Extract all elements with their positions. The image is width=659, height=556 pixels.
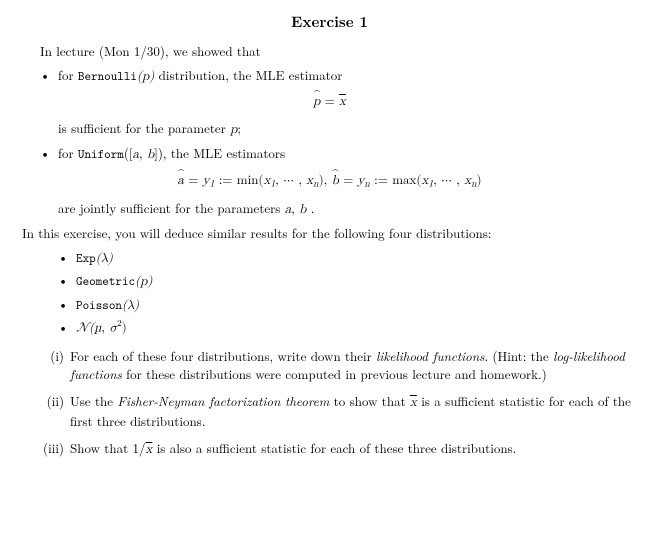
r1-a: For each of these four distributions, wr… [70, 346, 376, 365]
sub1-pre: is sufficient for the parameter [58, 118, 230, 137]
sub2-pre: are jointly sufficient for the parameter… [58, 198, 285, 217]
d2-tt: Geometric [76, 272, 135, 289]
dist-2-text: Geometric(p) [76, 271, 637, 291]
roman-2-num: (ii) [40, 392, 70, 429]
roman-list: (i) For each of these four distributions… [40, 347, 637, 459]
b2-comma: , [139, 143, 147, 162]
dist-4-text: 𝒩(µ, σ2) [76, 318, 637, 337]
eq2-b: b [332, 174, 339, 187]
dist-1-text: Exp(λ) [76, 248, 637, 268]
bullet-dot-icon: • [58, 248, 76, 268]
eq2-min: := min( [214, 174, 263, 187]
roman-1-body: For each of these four distributions, wr… [70, 347, 637, 382]
r2-em: Fisher-Neyman factorization theorem [117, 391, 329, 410]
bullet-1-text: for Bernoulli(p) distribution, the MLE e… [58, 66, 637, 86]
eq2-max: := max( [370, 174, 422, 187]
sub2-comma: , [291, 198, 299, 217]
eq1-eq: = [320, 95, 339, 108]
roman-3-num: (iii) [40, 439, 70, 459]
r3-a: Show that 1/ [70, 438, 145, 457]
r1-c: for these distributions were computed in… [122, 364, 547, 383]
bullet-dot-icon: • [58, 318, 76, 337]
b1-dist: Bernoulli [78, 67, 137, 84]
d2-arg: (p) [135, 275, 152, 288]
eq2-cl2: ) [477, 174, 482, 187]
d1-tt: Exp [76, 249, 96, 266]
b1-arg: (p) [137, 70, 154, 83]
bullet-dot-icon: • [58, 271, 76, 291]
b-hat: b [332, 174, 339, 187]
b2-open: ([ [124, 143, 133, 162]
d4-pre: 𝒩( [76, 322, 94, 335]
eq2-c1: , ··· , [275, 174, 306, 187]
r2-b: to show that [329, 391, 410, 410]
eq1-lhs: p [313, 95, 320, 108]
roman-2: (ii) Use the Fisher-Neyman factorization… [40, 392, 637, 429]
r1-b: . (Hint: the [484, 346, 553, 365]
p-hat: p [313, 95, 320, 108]
r1-em1: likelihood functions [376, 346, 484, 365]
bullet-block-2: • for Uniform([a, b]), the MLE estimator… [40, 144, 637, 164]
eq1-rhs: x [339, 95, 346, 108]
d3-arg: (λ) [122, 299, 139, 312]
bullet-block-1: • for Bernoulli(p) distribution, the MLE… [40, 66, 637, 86]
roman-1: (i) For each of these four distributions… [40, 347, 637, 382]
distribution-list: • Exp(λ) • Geometric(p) • Poisson(λ) • 𝒩… [58, 248, 637, 338]
bullet-dot-icon: • [58, 295, 76, 315]
roman-1-num: (i) [40, 347, 70, 382]
d3-tt: Poisson [76, 296, 122, 313]
r3-b: is also a sufficient statistic for each … [152, 438, 516, 457]
bullet-1: • for Bernoulli(p) distribution, the MLE… [40, 66, 637, 86]
bullet-2: • for Uniform([a, b]), the MLE estimator… [40, 144, 637, 164]
d1-arg: (λ) [96, 252, 113, 265]
b1-post: distribution, the MLE estimator [154, 65, 342, 84]
sub2-post: . [306, 198, 314, 217]
bullet-dot-icon: • [40, 144, 58, 164]
b2-close: ]) [154, 143, 163, 162]
roman-3: (iii) Show that 1/x is also a sufficient… [40, 439, 637, 459]
mid-paragraph: In this exercise, you will deduce simila… [22, 224, 637, 242]
sub1-post: ; [237, 118, 241, 137]
b2-pre: for [58, 143, 78, 162]
eq2-a: a [177, 174, 184, 187]
roman-3-body: Show that 1/x is also a sufficient stati… [70, 439, 637, 459]
a-hat: a [177, 174, 184, 187]
sub-text-1: is sufficient for the parameter p; [58, 119, 637, 139]
sub-text-2: are jointly sufficient for the parameter… [58, 199, 637, 219]
dist-3: • Poisson(λ) [58, 295, 637, 315]
d4-sigma: σ [109, 322, 117, 335]
intro-text: In lecture (Mon 1/30), we showed that [40, 42, 637, 60]
roman-2-body: Use the Fisher-Neyman factorization theo… [70, 392, 637, 429]
b2-dist: Uniform [78, 145, 124, 162]
eq2-c2: , ··· , [433, 174, 464, 187]
equation-2: a = y1 := min(x1, ··· , xn), b = yn := m… [22, 172, 637, 191]
r2-var: x [410, 396, 417, 409]
dist-3-text: Poisson(λ) [76, 295, 637, 315]
dist-2: • Geometric(p) [58, 271, 637, 291]
dist-4: • 𝒩(µ, σ2) [58, 318, 637, 337]
bullet-dot-icon: • [40, 66, 58, 86]
exercise-title: Exercise 1 [22, 12, 637, 32]
eq2-cl1: ), [319, 174, 332, 187]
r2-a: Use the [70, 391, 117, 410]
b2-post: , the MLE estimators [163, 143, 285, 162]
dist-1: • Exp(λ) [58, 248, 637, 268]
equation-1: p = x [22, 93, 637, 111]
b1-pre: for [58, 65, 78, 84]
d4-close: ) [122, 322, 127, 335]
bullet-2-text: for Uniform([a, b]), the MLE estimators [58, 144, 637, 164]
eq2-y1: y [203, 174, 210, 187]
